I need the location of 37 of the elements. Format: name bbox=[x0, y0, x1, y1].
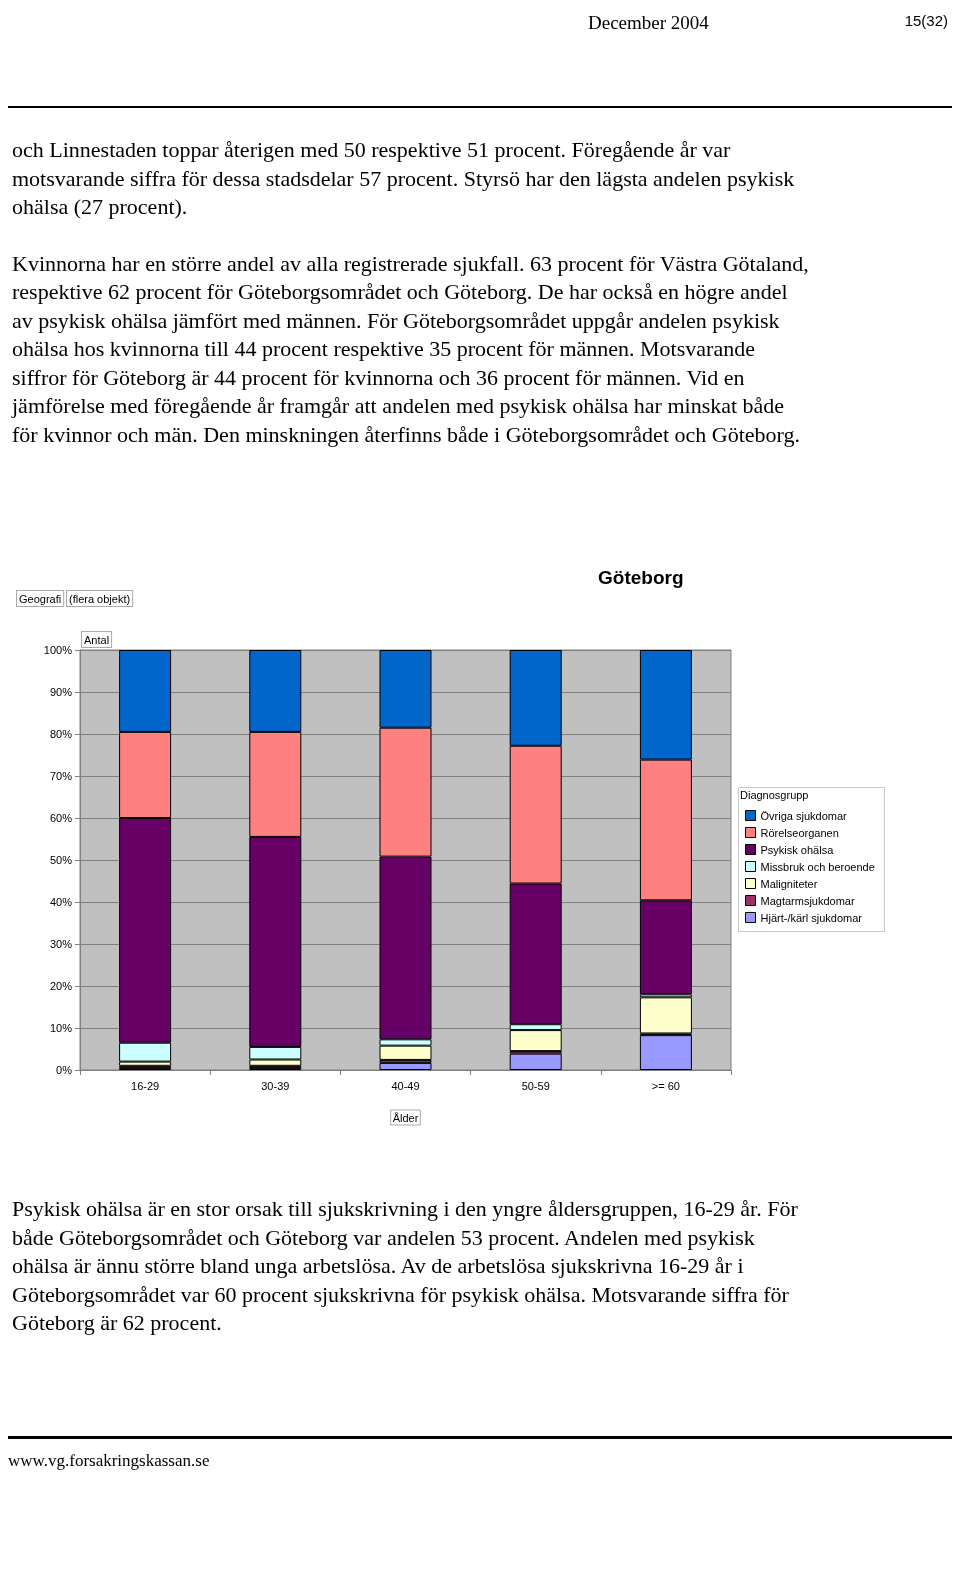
text: www.vg.forsakringskassan.se bbox=[8, 1435, 952, 1471]
chart-title: Göteborg bbox=[598, 567, 684, 588]
text: Geografi bbox=[19, 592, 62, 605]
y-tick-label: 60% bbox=[49, 812, 73, 824]
text: Kvinnorna har en större andel av alla registrerade sjukfall. 63 procent för Västra Götaland, respektive 62 procent för Göteborgsområdet och Göteborg. De har också en högre andel av psykisk ohälsa jämfört med männen. För Göteborgsområdet uppgår andelen psykisk ohälsa hos kvinnorna till 44 procent respektive 35 procent för männen. Motsvarande siffror för Göteborg är 44 procent för kvinnorna och 36 procent för männen. Vid en jämförelse med föregående år framgår att andelen med psykisk ohälsa har minskat både för kvinnor och män. Den minskningen återfinns både i Göteborgsområdet och Göteborg. bbox=[12, 249, 810, 449]
y-tick-label: 70% bbox=[49, 770, 73, 782]
x-tick-label: >= 60 bbox=[651, 1079, 680, 1092]
legend-title: Diagnosgrupp bbox=[740, 788, 809, 801]
x-tick-label: 50-59 bbox=[521, 1079, 550, 1092]
legend-label: Rörelseorganen bbox=[760, 826, 839, 839]
bar bbox=[379, 1062, 432, 1070]
x-axis-title: Ålder bbox=[392, 1111, 419, 1124]
y-tick-label: 0% bbox=[56, 1064, 73, 1076]
legend-label: Magtarmsjukdomar bbox=[760, 894, 855, 907]
y-tick-label: 20% bbox=[49, 980, 73, 992]
y-tick-label: 80% bbox=[49, 728, 73, 740]
y-tick-label: 90% bbox=[49, 686, 73, 698]
legend-label: Psykisk ohälsa bbox=[760, 843, 835, 856]
bar bbox=[509, 1053, 562, 1070]
text: (flera objekt) bbox=[69, 592, 131, 605]
y-tick-label: 100% bbox=[43, 644, 73, 656]
text: 15(32) bbox=[904, 12, 948, 29]
x-tick-label: 16-29 bbox=[131, 1079, 160, 1092]
legend-label: Missbruk och beroende bbox=[760, 860, 875, 873]
y-tick-label: 30% bbox=[49, 938, 73, 950]
x-tick-label: 40-49 bbox=[391, 1079, 420, 1092]
text: Antal bbox=[84, 633, 110, 646]
y-tick-label: 50% bbox=[49, 854, 73, 866]
y-tick-label: 10% bbox=[49, 1022, 73, 1034]
legend-label: Maligniteter bbox=[760, 877, 818, 890]
legend-label: Övriga sjukdomar bbox=[760, 809, 848, 822]
text: Psykisk ohälsa är en stor orsak till sjukskrivning i den yngre åldersgruppen, 16-29 år. För både Göteborgsområdet och Göteborg var andelen 53 procent. Andelen med psykisk ohälsa är ännu större bland unga arbetslösa. Av de arbetslösa sjukskrivna 16-29 år i Göteborgsområdet var 60 procent sjukskrivna för psykisk ohälsa. Motsvarande siffra för Göteborg är 62 procent. bbox=[12, 1195, 799, 1337]
text: och Linnestaden toppar återigen med 50 respektive 51 procent. Föregående år var motsvarande siffra för dessa stadsdelar 57 procent. Styrsö har den lägsta andelen psykisk ohälsa (27 procent). bbox=[12, 136, 796, 221]
x-tick-label: 30-39 bbox=[261, 1079, 290, 1092]
text: December 2004 bbox=[588, 12, 709, 34]
y-tick-label: 40% bbox=[49, 896, 73, 908]
legend-label: Hjärt-/kärl sjukdomar bbox=[760, 911, 863, 924]
